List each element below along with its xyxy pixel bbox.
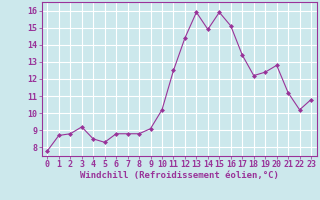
X-axis label: Windchill (Refroidissement éolien,°C): Windchill (Refroidissement éolien,°C)	[80, 171, 279, 180]
